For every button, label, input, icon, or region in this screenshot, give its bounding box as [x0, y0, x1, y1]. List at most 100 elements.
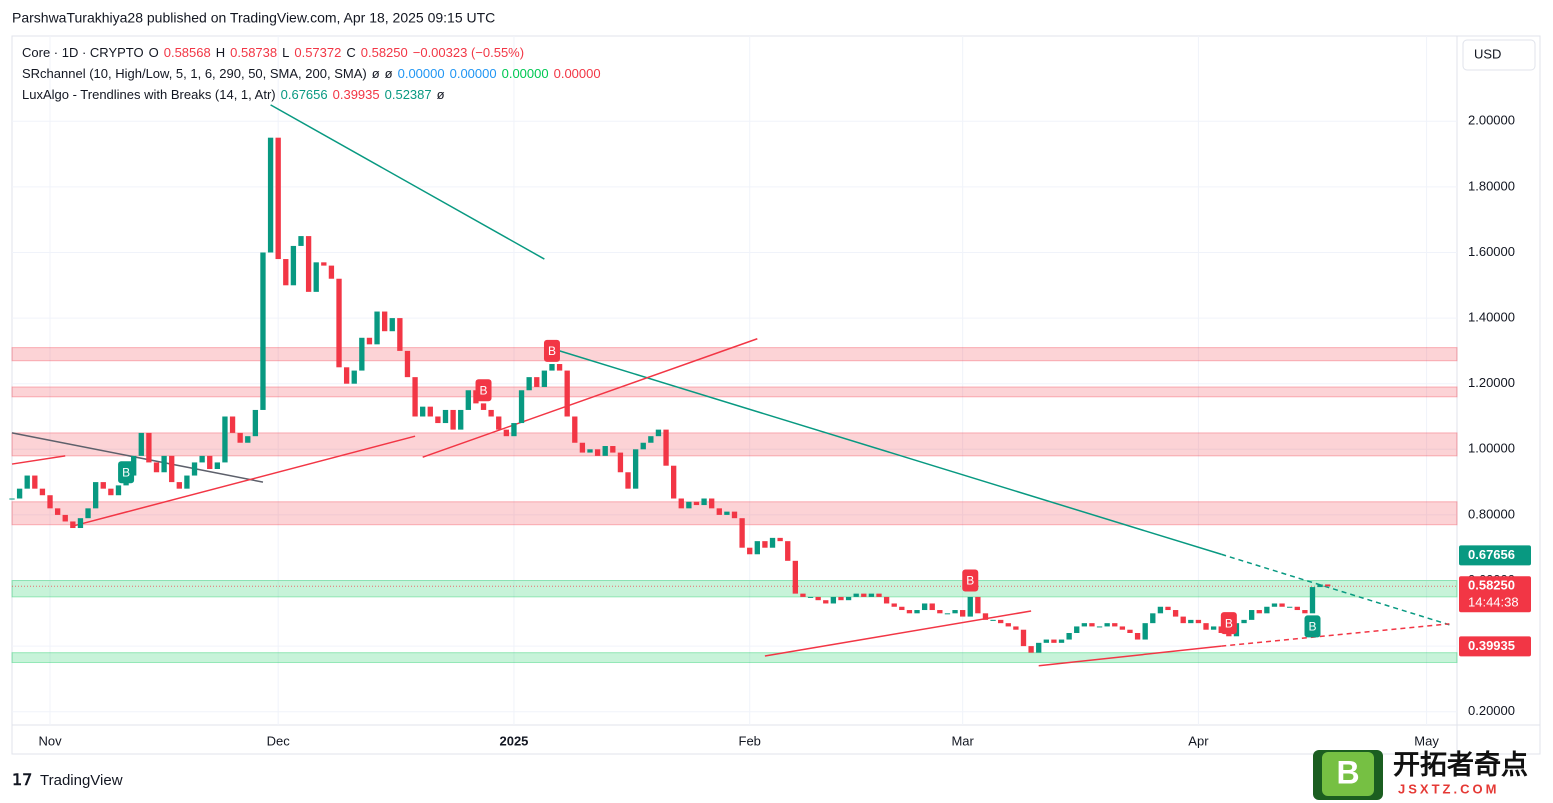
candle-body: [290, 245, 297, 286]
candle-body: [374, 311, 380, 345]
price-tag-label: 0.58250: [1468, 578, 1515, 593]
candle-body: [488, 409, 494, 417]
signal-box: [1304, 615, 1321, 638]
candle-body: [861, 593, 867, 597]
legend-item: Core · 1D · CRYPTO: [22, 45, 144, 60]
legend-line: Core · 1D · CRYPTO O 0.58568 H 0.58738 L 0.573…: [22, 45, 524, 60]
candle-body: [632, 449, 639, 489]
sr-zone: [11, 386, 1458, 398]
candle-body: [526, 377, 532, 391]
watermark: B 开拓者奇点 JSXTZ.COM: [1313, 750, 1528, 800]
trendline: [559, 350, 1222, 555]
candle-body: [298, 236, 304, 246]
candle-body: [283, 259, 289, 286]
currency[interactable]: USD: [1474, 46, 1501, 61]
legend-item: ø: [372, 66, 380, 81]
candle-body: [640, 442, 646, 450]
candle-body: [1302, 610, 1308, 614]
candle-body: [1188, 619, 1194, 624]
legend-line: LuxAlgo - Trendlines with Breaks (14, 1,…: [22, 87, 445, 102]
candle-body: [701, 498, 707, 506]
candle-body: [1180, 616, 1186, 624]
candle-body: [921, 603, 928, 611]
candle-body: [32, 475, 38, 489]
candle-body: [990, 619, 996, 621]
watermark-logo-inner: [1322, 752, 1374, 796]
candle-body: [480, 403, 487, 410]
trendline: [1221, 623, 1450, 647]
candle-body: [176, 482, 182, 489]
candle-body: [899, 606, 905, 611]
trendline: [11, 432, 264, 483]
candle-body: [769, 537, 776, 548]
candle-body: [313, 262, 319, 292]
candle-body: [967, 596, 973, 617]
candle-body: [85, 508, 91, 519]
candle-body: [24, 475, 30, 489]
legend-item: O: [149, 45, 159, 60]
candle-body: [541, 370, 548, 387]
candle-body: [883, 596, 890, 604]
candle-body: [709, 498, 715, 509]
y-tick-label: 0.20000: [1468, 703, 1515, 718]
candle-body: [252, 409, 259, 437]
candle-body: [800, 593, 806, 597]
candle-body: [594, 449, 601, 456]
watermark-text: 开拓者奇点: [1393, 750, 1528, 780]
candle-body: [823, 600, 829, 604]
candle-body: [693, 501, 700, 506]
trendline: [1221, 553, 1450, 626]
candle-body: [549, 364, 555, 371]
candle-body: [815, 596, 821, 601]
candle-body: [100, 482, 106, 489]
candle-body: [1036, 642, 1042, 653]
candle-body: [1013, 626, 1019, 630]
candle-body: [412, 377, 418, 417]
candle-body: [1172, 610, 1179, 617]
candle-body: [534, 377, 540, 387]
candle-body: [762, 541, 768, 548]
candle-body: [724, 511, 730, 515]
plot-area: B B B B B B: [9, 36, 1458, 725]
x-tick-label: May: [1414, 733, 1439, 748]
candle-body: [435, 416, 441, 424]
candle-body: [731, 511, 738, 519]
candle-body: [1043, 639, 1049, 643]
price-tag-label: 0.67656: [1468, 547, 1515, 562]
candle-body: [777, 537, 783, 542]
candle-body: [1279, 603, 1285, 607]
legend-item: 0.00000: [398, 66, 445, 81]
signal-label: B: [122, 465, 130, 479]
y-tick-label: 1.20000: [1468, 375, 1515, 390]
candle-body: [891, 603, 897, 607]
sr-zone: [11, 652, 1458, 664]
legend-item: LuxAlgo - Trendlines with Breaks (14, 1,…: [22, 87, 276, 102]
legend-item: 0.00000: [554, 66, 601, 81]
price-tag: [1459, 636, 1531, 657]
candle-body: [670, 465, 677, 499]
candle-body: [115, 485, 122, 496]
candle-body: [1256, 610, 1262, 614]
candle-body: [572, 416, 578, 443]
candle-body: [1119, 626, 1126, 630]
signal-box: [118, 461, 135, 484]
candle-body: [305, 236, 312, 292]
signal-box: [543, 339, 560, 362]
candle-body: [351, 370, 357, 384]
legend-item: ø: [385, 66, 393, 81]
sr-zone: [11, 580, 1458, 598]
candle-body: [245, 436, 251, 443]
candle-body: [1248, 610, 1255, 620]
candle-body: [838, 596, 844, 601]
legend-item: −0.00323 (−0.55%): [413, 45, 524, 60]
candle-body: [39, 488, 46, 496]
candle-body: [937, 610, 943, 614]
candle-body: [138, 432, 144, 456]
candle-body: [47, 495, 53, 509]
x-tick-label: 2025: [499, 733, 528, 748]
legend-line: SRchannel (10, High/Low, 5, 1, 6, 290, 5…: [22, 66, 601, 81]
currency-box[interactable]: [1462, 39, 1536, 71]
x-tick-label: Mar: [951, 733, 974, 748]
candle-body: [617, 452, 624, 473]
